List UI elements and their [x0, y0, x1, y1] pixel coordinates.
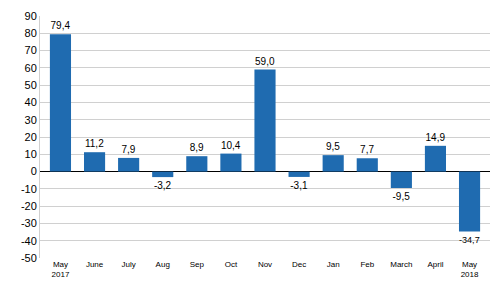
svg-text:May2017: May2017	[52, 260, 70, 279]
svg-text:Dec: Dec	[292, 260, 306, 269]
svg-text:80: 80	[25, 27, 37, 39]
svg-text:-50: -50	[21, 252, 37, 264]
svg-text:Aug: Aug	[156, 260, 170, 269]
svg-text:14,9: 14,9	[426, 132, 446, 143]
svg-text:May2018: May2018	[461, 260, 479, 279]
svg-text:11,2: 11,2	[85, 138, 104, 149]
svg-text:7,9: 7,9	[121, 144, 135, 155]
svg-text:9,5: 9,5	[326, 141, 340, 152]
svg-text:7,7: 7,7	[360, 144, 374, 155]
svg-text:30: 30	[25, 114, 37, 126]
svg-text:Nov: Nov	[258, 260, 272, 269]
svg-text:Oct: Oct	[225, 260, 238, 269]
svg-text:8,9: 8,9	[190, 142, 204, 153]
svg-text:60: 60	[25, 62, 37, 74]
svg-text:-3,2: -3,2	[154, 180, 172, 191]
svg-text:79,4: 79,4	[51, 20, 71, 31]
svg-text:59,0: 59,0	[255, 56, 275, 67]
svg-text:70: 70	[25, 44, 37, 56]
svg-text:10: 10	[25, 148, 37, 160]
svg-text:-3,1: -3,1	[290, 180, 308, 191]
svg-text:50: 50	[25, 79, 37, 91]
svg-text:-9,5: -9,5	[393, 191, 411, 202]
svg-text:-10: -10	[21, 183, 37, 195]
svg-text:-30: -30	[21, 217, 37, 229]
svg-text:Sep: Sep	[190, 260, 205, 269]
svg-text:-20: -20	[21, 200, 37, 212]
svg-text:June: June	[86, 260, 104, 269]
svg-text:Feb: Feb	[360, 260, 374, 269]
svg-text:20: 20	[25, 131, 37, 143]
svg-text:0: 0	[31, 165, 37, 177]
svg-text:Jan: Jan	[327, 260, 340, 269]
svg-text:-34,7: -34,7	[459, 235, 480, 245]
svg-text:March: March	[390, 260, 412, 269]
svg-text:April: April	[427, 260, 443, 269]
svg-text:40: 40	[25, 96, 37, 108]
svg-text:10,4: 10,4	[221, 140, 241, 151]
svg-text:July: July	[122, 260, 136, 269]
svg-text:-40: -40	[21, 235, 37, 247]
svg-text:90: 90	[25, 10, 37, 22]
